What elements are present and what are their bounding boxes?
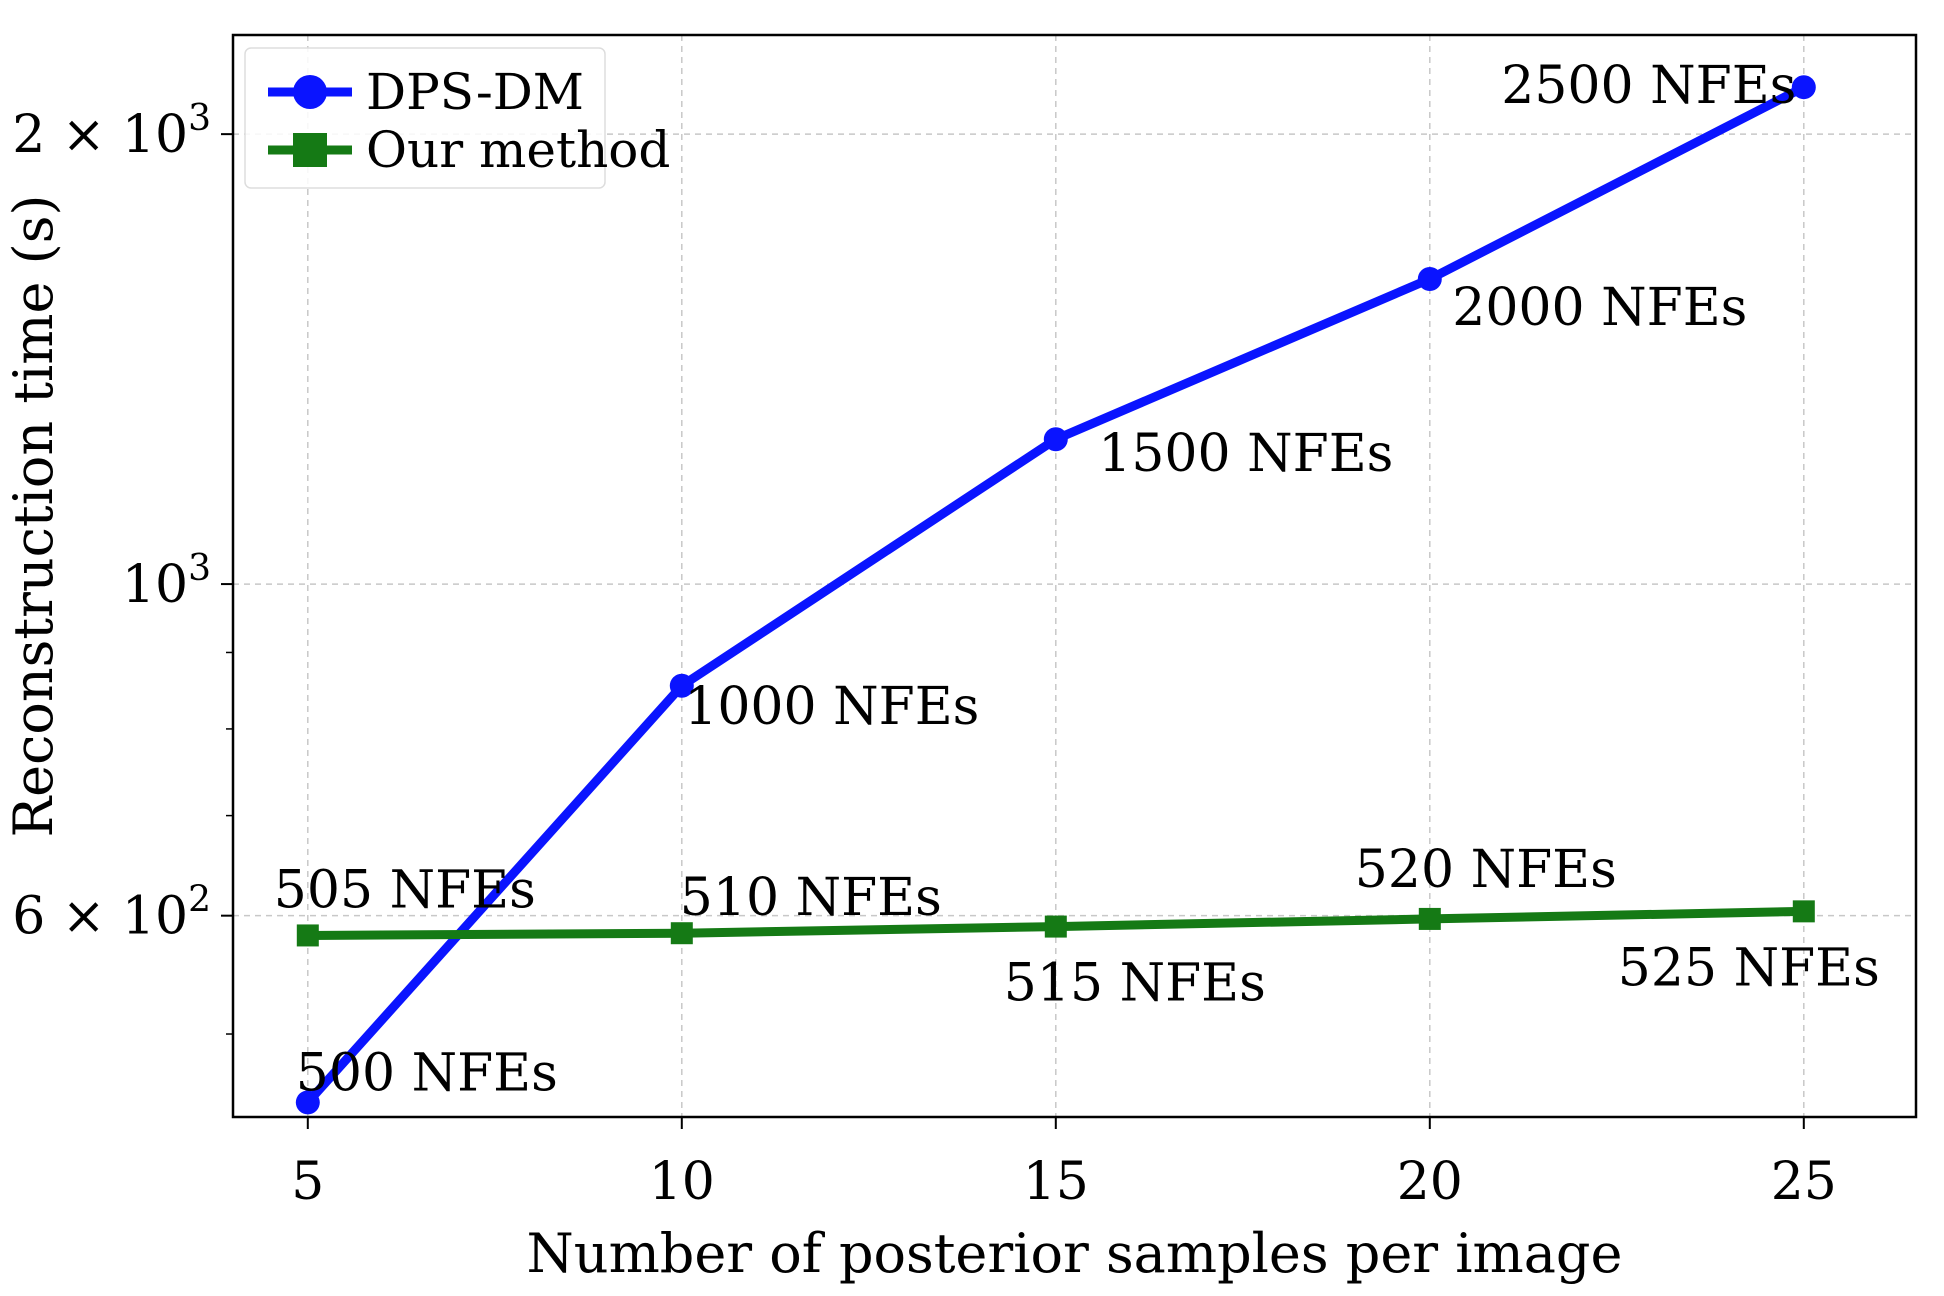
series-layer — [295, 75, 1816, 1115]
x-tick-label: 5 — [291, 1152, 324, 1212]
x-tick-label: 20 — [1397, 1152, 1463, 1212]
y-tick-label: 103 — [122, 548, 211, 615]
legend-label: Our method — [366, 121, 670, 179]
legend-label: DPS-DM — [366, 63, 584, 121]
point-label: 2000 NFEs — [1452, 278, 1747, 338]
point-label: 505 NFEs — [274, 860, 536, 920]
data-point-our-method — [296, 924, 319, 947]
x-tick-label: 25 — [1771, 1152, 1837, 1212]
ticks-layer: 5 10 15 20 25 2 × 103 103 6 × 102 — [12, 98, 1837, 1212]
legend-marker-square — [293, 133, 327, 167]
data-point-dps-dm — [1417, 266, 1442, 291]
point-label: 525 NFEs — [1618, 938, 1880, 998]
point-label: 510 NFEs — [680, 868, 942, 928]
x-axis-label: Number of posterior samples per image — [527, 1222, 1623, 1285]
data-point-dps-dm — [1791, 75, 1816, 100]
y-tick-label: 6 × 102 — [12, 880, 211, 947]
plot-frame — [231, 33, 1918, 1119]
data-point-dps-dm — [669, 673, 694, 698]
point-label: 2500 NFEs — [1501, 56, 1796, 116]
data-point-dps-dm — [295, 1090, 320, 1115]
x-tick-label: 10 — [649, 1152, 715, 1212]
point-label: 1000 NFEs — [684, 677, 979, 737]
point-label: 1500 NFEs — [1098, 424, 1393, 484]
point-label: 520 NFEs — [1355, 840, 1617, 900]
x-tick-label: 15 — [1023, 1152, 1089, 1212]
y-tick-label: 2 × 103 — [12, 98, 211, 165]
point-label: 500 NFEs — [296, 1043, 558, 1103]
data-point-our-method — [1044, 915, 1067, 938]
data-point-our-method — [670, 922, 693, 945]
legend-marker-circle — [293, 75, 327, 109]
data-point-our-method — [1418, 907, 1441, 930]
point-labels-layer: 500 NFEs 1000 NFEs 1500 NFEs 2000 NFEs 2500 … — [274, 56, 1880, 1103]
point-label: 515 NFEs — [1004, 954, 1266, 1014]
y-axis-label: Reconstruction time (s) — [2, 195, 65, 838]
data-point-dps-dm — [1043, 427, 1068, 452]
data-point-our-method — [1792, 900, 1815, 923]
